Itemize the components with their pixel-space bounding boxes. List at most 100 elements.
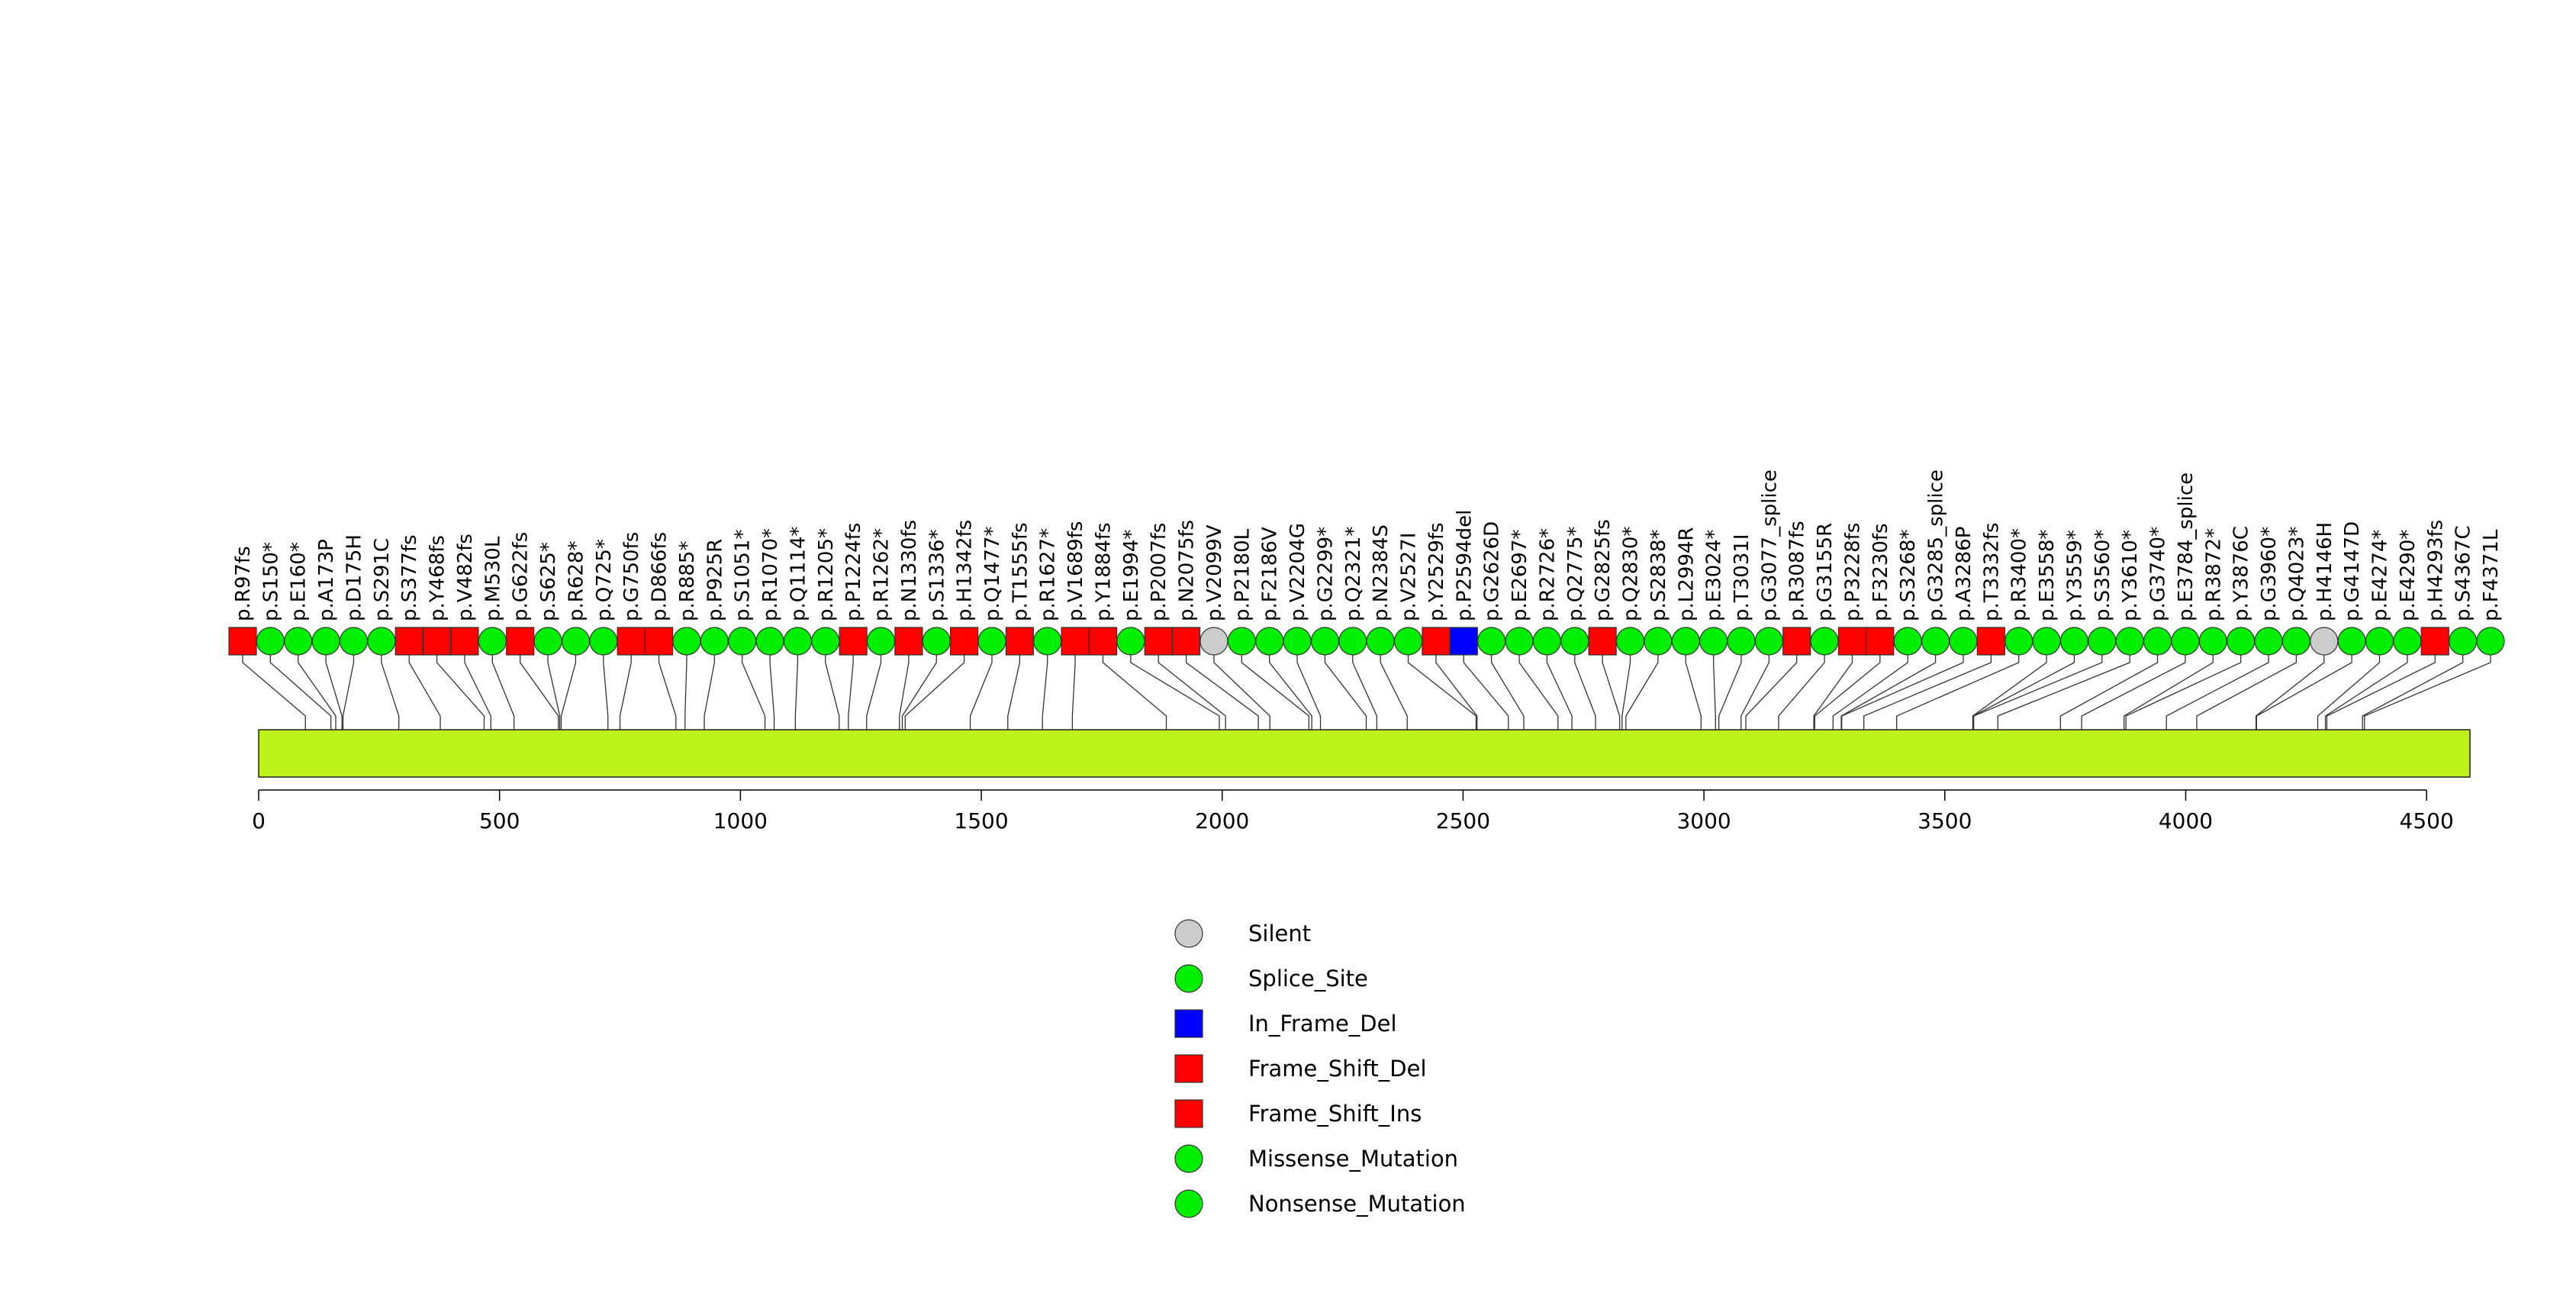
mutation-connector [825, 655, 840, 730]
mutation-marker [894, 627, 923, 656]
mutation-marker [783, 627, 813, 656]
x-axis: 0 500 1000 1500 2000 2500 3000 3500 4000 4500 [252, 789, 2454, 834]
mutation-marker [1615, 627, 1645, 656]
mutation-label: p.P2594del [1453, 510, 1476, 621]
mutation-connector [2317, 655, 2381, 730]
mutation-connector [491, 655, 515, 730]
mutation-label: p.Q1114* [787, 527, 810, 621]
mutation-marker [2310, 627, 2339, 656]
mutation-marker [2143, 627, 2172, 656]
mutation-label: p.V482fs [454, 534, 477, 621]
mutation-marker [2088, 627, 2117, 656]
mutation-connector [742, 655, 766, 730]
mutation-marker [1976, 627, 2005, 656]
mutation-connector [1685, 655, 1702, 730]
mutation-marker [1699, 627, 1728, 656]
mutation-label: p.Y2529fs [1425, 522, 1448, 621]
mutation-connector [1997, 655, 2130, 730]
mutation-connector [704, 655, 715, 730]
mutation-label: p.P925R [704, 539, 726, 621]
mutation-marker [1171, 627, 1201, 656]
mutation-marker [2198, 627, 2227, 656]
mutation-marker [2449, 627, 2478, 656]
mutation-marker [339, 627, 369, 656]
legend-label: Frame_Shift_Del [1248, 1056, 1427, 1082]
mutation-label: p.E4274* [2369, 530, 2392, 621]
mutation-label: p.G3077_splice [1758, 469, 1781, 621]
mutation-marker [1088, 627, 1118, 656]
mutation-label: p.Q2775* [1564, 527, 1587, 621]
mutation-label: p.R1627* [1037, 528, 1060, 621]
mutation-connector [560, 655, 577, 730]
mutation-label: p.S4367C [2452, 525, 2475, 621]
mutation-connector [1435, 655, 1478, 730]
mutation-label: p.Y1884fs [1092, 522, 1115, 621]
mutation-connector [1185, 655, 1259, 730]
mutation-marker [561, 627, 591, 656]
mutation-label: p.E3024* [1703, 530, 1726, 621]
mutation-connector [1625, 655, 1659, 730]
mutation-label: p.T3332fs [1980, 522, 2003, 621]
mutation-marker [1366, 627, 1395, 656]
mutation-connector [1213, 655, 1270, 730]
mutation-label: p.G3960* [2258, 527, 2281, 621]
mutation-connector [1007, 655, 1021, 730]
mutation-marker [1449, 627, 1478, 656]
mutation-connector [1863, 655, 1992, 730]
mutation-connector [1324, 655, 1367, 730]
mutation-connector [1269, 655, 1312, 730]
mutation-marker [2254, 627, 2283, 656]
mutation-marker [644, 627, 674, 656]
mutation-marker [1144, 627, 1173, 656]
mutation-label: p.H1342fs [954, 520, 977, 621]
mutation-connector [1296, 655, 1322, 730]
mutation-label: p.G622fs [510, 532, 533, 621]
mutation-connector [1896, 655, 2020, 730]
mutation-marker [672, 627, 701, 656]
x-axis-tick-label: 0 [252, 808, 266, 834]
mutation-label: p.S1336* [926, 530, 948, 621]
mutation-label: p.S291C [371, 538, 394, 621]
mutation-connector [408, 655, 441, 730]
mutation-connector [904, 655, 965, 730]
x-axis-tick-label: 500 [479, 808, 520, 834]
mutation-label: p.G3285_splice [1925, 469, 1948, 621]
x-axis-tick-label: 1500 [954, 808, 1008, 834]
legend-label: Silent [1248, 921, 1311, 947]
mutation-label: p.S625* [537, 542, 560, 621]
mutation-connector [1778, 655, 1825, 730]
mutation-marker [811, 627, 840, 656]
mutation-connector [1841, 655, 1964, 730]
mutation-connector [342, 655, 355, 730]
mutation-marker [1949, 627, 1978, 656]
mutation-connector [899, 655, 910, 730]
mutation-connector [298, 655, 336, 730]
mutation-label: p.F3230fs [1869, 523, 1892, 621]
mutation-label: p.H4146H [2314, 522, 2336, 621]
mutation-connector [1712, 655, 1716, 730]
mutation-label: p.G2299* [1314, 527, 1337, 621]
mutation-connector [1042, 655, 1048, 730]
mutation-connector [464, 655, 491, 730]
mutation-label: p.R1262* [871, 528, 894, 621]
mutation-connector [2059, 655, 2159, 730]
mutation-connector [2326, 655, 2436, 730]
mutation-label: p.Q725* [593, 539, 616, 621]
mutation-connector [381, 655, 400, 730]
mutation-label: p.S1051* [732, 530, 755, 621]
mutation-connector [603, 655, 609, 730]
legend-symbol [1174, 964, 1203, 993]
mutation-connector [1973, 655, 2103, 730]
mutation-label: p.S377fs [398, 534, 421, 621]
legend-symbol [1174, 919, 1203, 948]
mutation-label: p.V2099V [1203, 524, 1226, 621]
connector-lines [242, 655, 2491, 730]
mutation-connector [242, 655, 306, 730]
mutation-label: p.R1205* [815, 528, 838, 621]
mutation-label: p.T3031I [1731, 534, 1753, 622]
mutation-connector [2364, 655, 2491, 730]
mutation-label: p.P1224fs [842, 523, 865, 621]
mutation-marker [755, 627, 784, 656]
mutation-connector [1574, 655, 1596, 730]
mutation-marker [2281, 627, 2311, 656]
